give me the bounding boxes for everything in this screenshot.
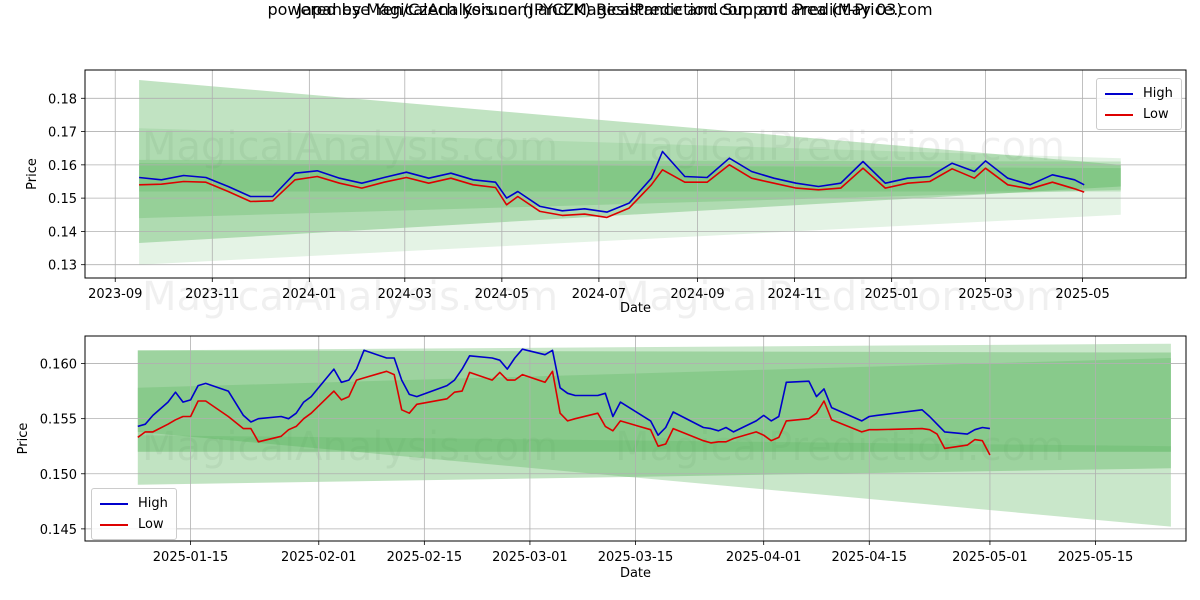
y-tick-label: 0.13 — [48, 259, 77, 274]
band-area — [137, 343, 1171, 527]
y-tick-label: 0.18 — [48, 92, 77, 107]
watermark-text: MagicalAnalysis.com — [142, 424, 558, 470]
x-tick-label: 2025-03-01 — [492, 550, 568, 565]
panel-bottom: MagicalAnalysis.com MagicalPrediction.com… — [16, 335, 1187, 581]
plot-frame-top — [84, 69, 1187, 279]
legend-high-label: High — [138, 496, 168, 511]
band-group-bottom — [137, 343, 1171, 527]
plot-frame-bottom — [84, 335, 1187, 542]
x-tick-label: 2025-05-15 — [1058, 550, 1134, 565]
y-tick-label: 0.16 — [48, 159, 77, 174]
legend-low-swatch — [1105, 113, 1133, 116]
y-axis-label: Price — [25, 158, 40, 190]
legend-low-label: Low — [1143, 107, 1169, 122]
x-axis-label: Date — [620, 301, 651, 316]
grid-top: 2023-09 2023-11 2024-01 2024-03 2024-05 2024-… — [48, 70, 1186, 302]
x-tick-label: 2024-11 — [767, 287, 821, 302]
y-tick-label: 0.17 — [48, 126, 77, 141]
y-tick-label: 0.145 — [40, 523, 77, 538]
chart-title: Japanese Yen/Czech Koruna (JPYCZK) Resis… — [297, 0, 903, 19]
series-line-high — [137, 348, 991, 436]
legend-high-label: High — [1143, 86, 1173, 101]
band-area — [137, 435, 1171, 452]
x-tick-label: 2025-05-01 — [952, 550, 1028, 565]
legend-low-swatch — [100, 523, 128, 526]
x-axis-label: Date — [620, 566, 651, 581]
grid-bottom: 2025-01-15 2025-02-01 2025-02-15 2025-03-01… — [40, 336, 1186, 565]
series-line-low — [139, 164, 1085, 219]
x-tick-label: 2025-02-15 — [387, 550, 463, 565]
chart-subtitle: powered by MagicalAnalysis.com and Magic… — [267, 0, 933, 19]
series-group-top — [139, 150, 1085, 219]
legend-low-label: Low — [138, 517, 164, 532]
y-tick-label: 0.15 — [48, 192, 77, 207]
x-tick-label: 2024-01 — [282, 287, 336, 302]
x-tick-label: 2025-03-15 — [598, 550, 674, 565]
x-tick-label: 2025-04-01 — [726, 550, 802, 565]
watermark-text: MagicalAnalysis.com — [142, 274, 558, 320]
legend-top: High Low — [1096, 78, 1182, 130]
legend-high-swatch — [1105, 92, 1133, 95]
x-tick-label: 2024-05 — [475, 287, 529, 302]
y-axis-label: Price — [16, 423, 31, 455]
watermark-text: MagicalPrediction.com — [615, 274, 1065, 320]
x-tick-label: 2025-04-15 — [831, 550, 907, 565]
x-tick-label: 2023-11 — [185, 287, 239, 302]
x-tick-label: 2025-03 — [958, 287, 1012, 302]
y-tick-label: 0.155 — [40, 413, 77, 428]
series-line-low — [137, 370, 991, 456]
band-area — [139, 163, 1121, 192]
x-tick-label: 2023-09 — [88, 287, 142, 302]
x-tick-label: 2024-09 — [670, 287, 724, 302]
series-group-bottom — [137, 348, 991, 456]
panel-top: MagicalAnalysis.com MagicalPrediction.com… — [25, 69, 1187, 320]
band-area — [139, 128, 1121, 265]
series-line-high — [139, 150, 1085, 213]
y-tick-label: 0.14 — [48, 225, 77, 240]
x-tick-label: 2025-05 — [1055, 287, 1109, 302]
legend-bottom: High Low — [91, 488, 177, 540]
legend-high-swatch — [100, 502, 128, 505]
y-tick-label: 0.150 — [40, 468, 77, 483]
x-tick-label: 2024-07 — [572, 287, 626, 302]
x-tick-label: 2025-02-01 — [281, 550, 357, 565]
y-tick-label: 0.160 — [40, 358, 77, 373]
band-group-top — [139, 79, 1121, 265]
x-tick-label: 2025-01-15 — [153, 550, 229, 565]
band-area — [139, 79, 1121, 244]
x-tick-label: 2025-01 — [864, 287, 918, 302]
x-tick-label: 2024-03 — [378, 287, 432, 302]
